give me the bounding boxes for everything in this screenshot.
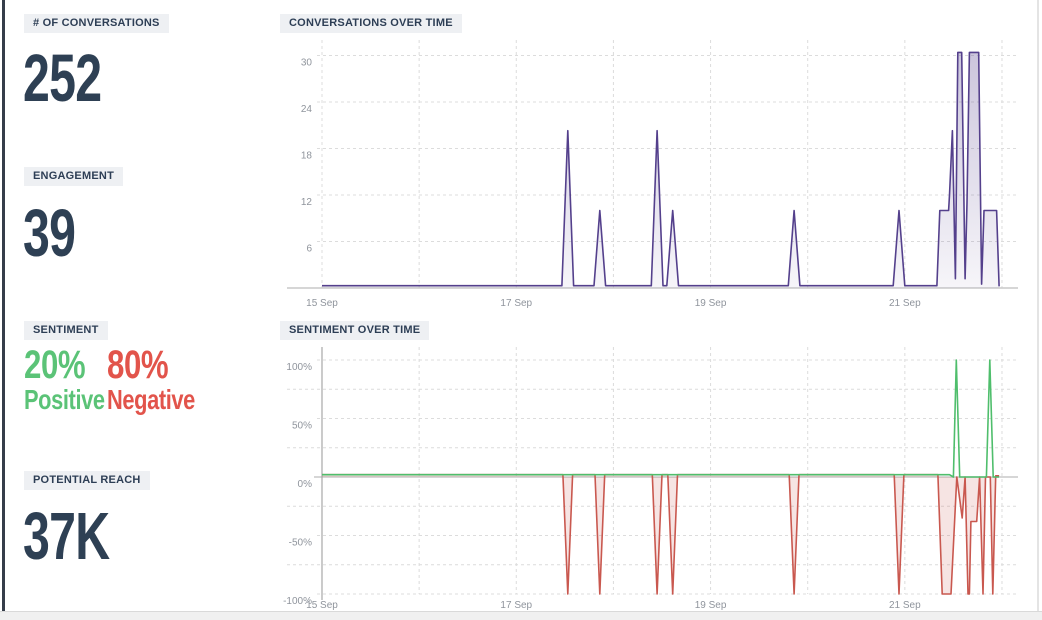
metric-value-engagement: 39 [23,196,76,271]
svg-text:24: 24 [301,104,313,115]
svg-text:30: 30 [301,58,313,69]
svg-text:21 Sep: 21 Sep [889,600,921,611]
svg-text:19 Sep: 19 Sep [695,298,727,309]
sentiment-positive-pct: 20% [24,343,86,387]
sentiment-negative-pct: 80% [107,343,169,387]
svg-text:100%: 100% [286,362,312,373]
svg-text:50%: 50% [292,421,312,432]
metric-label-reach: POTENTIAL REACH [24,471,150,490]
svg-text:12: 12 [301,197,313,208]
collapsed-sidebar-edge [2,0,5,611]
metric-label-sentiment: SENTIMENT [24,321,108,340]
sentiment-positive: 20% Positive [24,343,105,415]
svg-text:-100%: -100% [283,596,312,607]
svg-text:15 Sep: 15 Sep [306,298,338,309]
horizontal-scrollbar-track[interactable] [0,611,1042,620]
svg-text:17 Sep: 17 Sep [500,600,532,611]
svg-text:0%: 0% [298,479,313,490]
chart-title-conversations-over-time: CONVERSATIONS OVER TIME [280,14,462,33]
metric-value-conversations: 252 [23,41,102,116]
vertical-scrollbar-track[interactable] [1037,0,1039,611]
svg-text:19 Sep: 19 Sep [695,600,727,611]
metric-label-conversations: # OF CONVERSATIONS [24,14,169,33]
metric-label-engagement: ENGAGEMENT [24,167,124,186]
chart-title-sentiment-over-time: SENTIMENT OVER TIME [280,321,430,340]
sentiment-positive-label: Positive [24,384,105,415]
svg-text:15 Sep: 15 Sep [306,600,338,611]
svg-text:-50%: -50% [289,538,312,549]
svg-text:18: 18 [301,151,313,162]
sentiment-negative: 80% Negative [107,343,195,415]
svg-text:17 Sep: 17 Sep [500,298,532,309]
metric-value-reach: 37K [23,499,110,574]
sentiment-negative-label: Negative [107,384,195,415]
svg-text:21 Sep: 21 Sep [889,298,921,309]
svg-text:6: 6 [306,244,312,255]
